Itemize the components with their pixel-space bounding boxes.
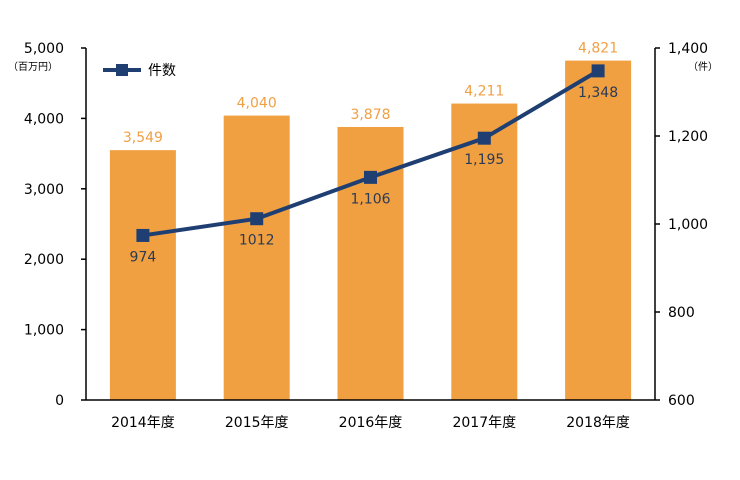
line-value-label: 1,348 bbox=[578, 85, 618, 101]
line-point-marker bbox=[136, 228, 150, 242]
bar bbox=[565, 60, 632, 401]
bar bbox=[451, 103, 518, 401]
category-label: 2018年度 bbox=[566, 415, 630, 431]
line-data-labels: 974 1012 1,106 1,195 1,348 bbox=[130, 85, 619, 266]
right-tick-label: 1,000 bbox=[668, 217, 708, 233]
right-axis-ticks: 600 800 1,000 1,200 1,400 bbox=[655, 41, 708, 409]
left-tick-label: 5,000 bbox=[24, 41, 64, 57]
bar-value-label: 3,549 bbox=[123, 130, 163, 146]
right-tick-label: 1,400 bbox=[668, 41, 708, 57]
line-value-label: 1012 bbox=[239, 233, 275, 249]
legend-label: 件数 bbox=[148, 63, 176, 79]
bar-data-labels: 3,549 4,040 3,878 4,211 4,821 bbox=[123, 41, 618, 147]
line-value-label: 974 bbox=[130, 249, 157, 265]
category-label: 2017年度 bbox=[452, 415, 516, 431]
left-tick-label: 0 bbox=[55, 393, 64, 409]
right-tick-label: 600 bbox=[668, 393, 695, 409]
right-axis-unit: （件） bbox=[688, 61, 718, 73]
line-point-marker bbox=[364, 170, 377, 184]
bar-value-label: 4,211 bbox=[464, 84, 504, 100]
left-axis-unit: （百万円） bbox=[8, 61, 58, 73]
category-labels: 2014年度 2015年度 2016年度 2017年度 2018年度 bbox=[111, 415, 630, 431]
bar bbox=[109, 150, 176, 400]
line-point-marker bbox=[250, 212, 264, 226]
legend: 件数 bbox=[103, 63, 176, 79]
category-label: 2015年度 bbox=[225, 415, 289, 431]
line-point-marker bbox=[477, 131, 491, 145]
bar-series bbox=[109, 60, 632, 401]
line-value-label: 1,195 bbox=[464, 152, 504, 168]
left-tick-label: 2,000 bbox=[24, 252, 64, 268]
bar-value-label: 4,821 bbox=[578, 41, 618, 57]
legend-marker-swatch bbox=[116, 64, 128, 76]
bar-value-label: 4,040 bbox=[237, 96, 277, 112]
right-tick-label: 800 bbox=[668, 305, 695, 321]
line-series bbox=[136, 64, 605, 242]
bar-value-label: 3,878 bbox=[350, 107, 390, 123]
left-tick-label: 4,000 bbox=[24, 111, 64, 127]
right-tick-label: 1,200 bbox=[668, 129, 708, 145]
left-tick-label: 1,000 bbox=[24, 323, 64, 339]
left-axis-ticks: 0 1,000 2,000 3,000 4,000 5,000 bbox=[24, 41, 86, 409]
line-value-label: 1,106 bbox=[350, 191, 390, 207]
line-point-marker bbox=[591, 64, 605, 78]
bar bbox=[223, 115, 290, 401]
category-label: 2014年度 bbox=[111, 415, 175, 431]
category-label: 2016年度 bbox=[339, 415, 403, 431]
left-tick-label: 3,000 bbox=[24, 182, 64, 198]
